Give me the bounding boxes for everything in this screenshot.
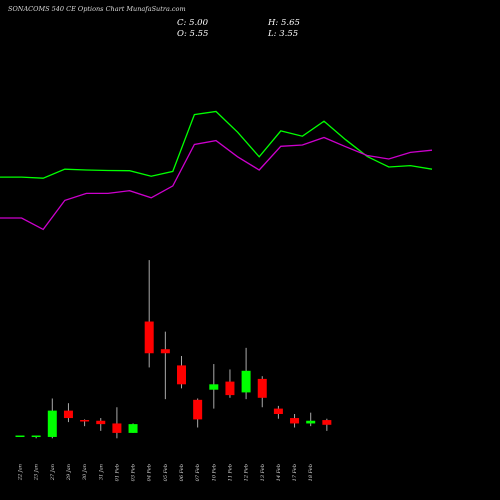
x-tick-label: 23 Jan — [34, 464, 40, 481]
x-tick-label: 06 Feb — [179, 464, 185, 481]
x-tick-label: 04 Feb — [147, 464, 153, 481]
candle — [80, 419, 90, 427]
x-tick-label: 29 Jan — [66, 464, 72, 481]
candle — [47, 398, 57, 439]
high-value: H: 5.65 — [268, 18, 300, 28]
candle-body — [209, 384, 219, 390]
x-tick-label: 14 Feb — [276, 464, 282, 481]
x-tick-label: 13 Feb — [260, 464, 266, 481]
x-tick-label: 18 Feb — [308, 464, 314, 481]
series-line — [0, 110, 433, 179]
close-value: C: 5.00 — [177, 18, 208, 28]
candle — [290, 414, 300, 428]
candle — [15, 435, 25, 438]
candle-body — [96, 420, 106, 425]
candle-body — [128, 424, 138, 433]
x-tick-label: 22 Jan — [18, 464, 24, 481]
candle — [322, 418, 332, 431]
candle — [225, 369, 235, 398]
candle-body — [177, 365, 186, 385]
x-tick-label: 31 Jan — [98, 464, 104, 480]
open-value: O: 5.55 — [177, 29, 209, 39]
candle-body — [31, 435, 41, 438]
candle — [96, 418, 106, 431]
x-tick-label: 05 Feb — [163, 464, 169, 481]
x-tick-label: 12 Feb — [244, 464, 250, 481]
candle-body — [160, 349, 170, 354]
x-tick-label: 27 Jan — [50, 464, 56, 481]
candle — [306, 412, 316, 427]
indicator-lines — [0, 110, 433, 231]
x-tick-label: 30 Jan — [82, 464, 88, 480]
series-line — [0, 136, 433, 231]
candle-body — [306, 420, 316, 424]
candle-body — [225, 381, 235, 396]
candle — [177, 355, 186, 389]
candle — [144, 260, 154, 368]
x-tick-label: 17 Feb — [292, 464, 298, 481]
candle — [63, 403, 73, 423]
x-tick-label: 07 Feb — [195, 464, 201, 481]
chart-title: SONACOMS 540 CE Options Chart MunafaSutr… — [8, 5, 186, 13]
candle-body — [241, 370, 251, 393]
candle-body — [273, 408, 283, 414]
candle-body — [112, 423, 122, 433]
candle-body — [322, 420, 332, 425]
candle-body — [63, 410, 73, 419]
candle-body — [257, 378, 267, 398]
candle-body — [290, 418, 300, 424]
x-axis-ticks: 22 Jan 23 Jan 27 Jan 29 Jan 30 Jan 31 Jan 01 F… — [18, 464, 315, 481]
candle-body — [193, 399, 203, 420]
x-tick-label: 11 Feb — [227, 464, 233, 481]
x-tick-label: 01 Feb — [114, 464, 120, 481]
candle-body — [144, 321, 154, 354]
low-value: L: 3.55 — [268, 29, 299, 39]
candle — [273, 405, 283, 419]
candle — [257, 376, 267, 408]
candle — [112, 407, 122, 439]
candle-body — [80, 420, 90, 422]
candle — [31, 435, 41, 439]
x-tick-label: 03 Feb — [131, 464, 137, 481]
candle — [160, 331, 170, 400]
candle — [128, 423, 138, 433]
candle — [209, 364, 219, 409]
candle — [241, 347, 251, 400]
x-tick-label: 10 Feb — [211, 464, 217, 481]
candle — [193, 398, 203, 428]
candle-body — [15, 435, 25, 438]
candlesticks — [15, 260, 332, 439]
candle-body — [47, 410, 57, 437]
